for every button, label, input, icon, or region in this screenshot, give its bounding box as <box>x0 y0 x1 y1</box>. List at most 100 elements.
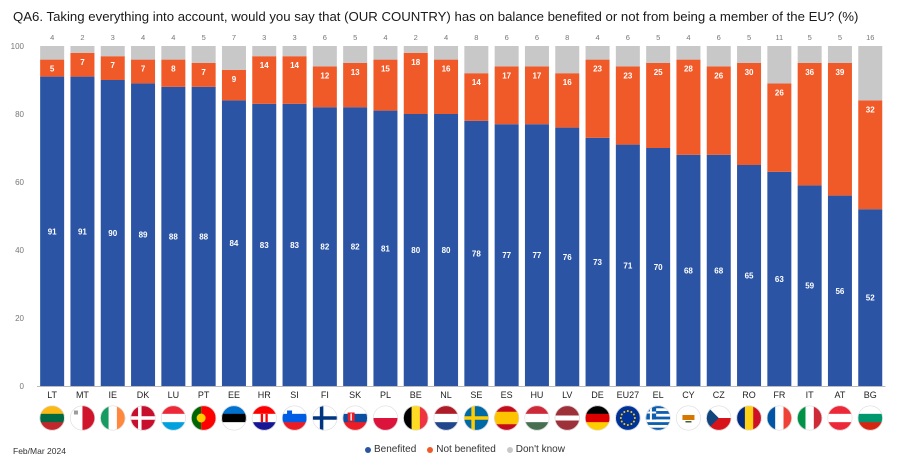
x-tick-label: MT <box>76 390 89 400</box>
dont-know-value-label: 4 <box>444 33 448 42</box>
dont-know-value-label: 6 <box>535 33 539 42</box>
benefited-segment <box>434 114 459 386</box>
dont-know-segment <box>131 46 156 60</box>
france-flag <box>766 405 792 431</box>
flag-border <box>69 405 95 431</box>
dont-know-segment <box>858 46 883 101</box>
not-benefited-segment <box>434 59 459 114</box>
benefited-segment <box>40 76 65 386</box>
flag-border <box>585 405 611 431</box>
benefited-segment <box>131 83 156 387</box>
dont-know-value-label: 5 <box>202 33 206 42</box>
not-benefited-value-label: 16 <box>563 78 572 87</box>
not-benefited-segment <box>676 59 701 155</box>
benefited-value-label: 91 <box>48 227 57 236</box>
netherlands-flag <box>433 405 459 431</box>
not-benefited-value-label: 9 <box>232 75 237 84</box>
dont-know-value-label: 5 <box>747 33 751 42</box>
dont-know-value-label: 4 <box>171 33 175 42</box>
benefited-value-label: 82 <box>320 243 329 252</box>
benefited-segment <box>737 165 762 386</box>
not-benefited-segment <box>221 69 246 101</box>
hungary-flag <box>524 405 550 431</box>
dont-know-segment <box>585 46 610 60</box>
flag-border <box>160 405 186 431</box>
dont-know-segment <box>100 46 125 57</box>
x-tick-label: AT <box>835 390 846 400</box>
romania-flag <box>736 405 762 431</box>
flag-border <box>706 405 732 431</box>
dont-know-value-label: 7 <box>232 33 236 42</box>
x-tick-label: EE <box>228 390 240 400</box>
benefited-segment <box>373 110 398 386</box>
not-benefited-value-label: 7 <box>80 58 85 67</box>
dont-know-segment <box>221 46 246 70</box>
flag-border <box>39 405 65 431</box>
not-benefited-value-label: 25 <box>654 68 663 77</box>
benefited-segment <box>676 154 701 386</box>
benefited-value-label: 77 <box>502 251 511 260</box>
austria-flag <box>827 405 853 431</box>
dont-know-value-label: 5 <box>838 33 842 42</box>
benefited-value-label: 88 <box>169 232 178 241</box>
eu-flag <box>615 405 641 431</box>
not-benefited-value-label: 14 <box>472 78 481 87</box>
benefited-segment <box>585 137 610 386</box>
dont-know-segment <box>827 46 852 63</box>
benefited-segment <box>191 86 216 387</box>
dont-know-segment <box>403 46 428 53</box>
y-tick-label: 60 <box>15 178 24 187</box>
benefited-value-label: 65 <box>745 272 754 281</box>
dont-know-value-label: 5 <box>808 33 812 42</box>
flag-border <box>615 405 641 431</box>
benefited-value-label: 83 <box>260 241 269 250</box>
benefited-value-label: 59 <box>805 282 814 291</box>
not-benefited-segment <box>827 63 852 196</box>
not-benefited-value-label: 13 <box>351 68 360 77</box>
dont-know-segment <box>676 46 701 60</box>
y-tick-label: 80 <box>15 110 24 119</box>
benefited-value-label: 81 <box>381 244 390 253</box>
lithuania-flag <box>39 405 65 431</box>
benefited-value-label: 84 <box>229 239 238 248</box>
flag-border <box>524 405 550 431</box>
benefited-value-label: 52 <box>866 294 875 303</box>
x-tick-label: RO <box>742 390 756 400</box>
ireland-flag <box>100 405 126 431</box>
benefited-value-label: 88 <box>199 232 208 241</box>
dont-know-value-label: 5 <box>656 33 660 42</box>
legend-item: Not benefited <box>427 444 496 455</box>
flag-border <box>857 405 883 431</box>
x-tick-label: EU27 <box>617 390 640 400</box>
not-benefited-value-label: 8 <box>171 65 176 74</box>
dont-know-segment <box>191 46 216 63</box>
benefited-value-label: 70 <box>654 263 663 272</box>
not-benefited-segment <box>797 63 822 186</box>
legend-swatch <box>427 446 434 453</box>
dont-know-segment <box>70 46 95 53</box>
x-tick-label: CY <box>682 390 695 400</box>
not-benefited-value-label: 16 <box>442 65 451 74</box>
dont-know-value-label: 4 <box>595 33 599 42</box>
not-benefited-segment <box>191 63 216 87</box>
y-tick-label: 100 <box>11 42 25 51</box>
portugal-flag <box>191 405 217 431</box>
benefited-value-label: 80 <box>442 246 451 255</box>
flag-border <box>100 405 126 431</box>
benefited-segment <box>827 195 852 386</box>
finland-flag <box>312 405 338 431</box>
dont-know-value-label: 3 <box>292 33 296 42</box>
benefited-segment <box>70 76 95 386</box>
x-tick-label: ES <box>501 390 513 400</box>
dont-know-value-label: 4 <box>50 33 54 42</box>
malta-flag <box>69 405 95 431</box>
x-tick-label: LV <box>562 390 572 400</box>
not-benefited-value-label: 17 <box>532 71 541 80</box>
legend-label: Benefited <box>374 444 417 455</box>
benefited-value-label: 77 <box>532 251 541 260</box>
not-benefited-segment <box>70 52 95 77</box>
benefited-value-label: 91 <box>78 227 87 236</box>
benefited-segment <box>312 107 337 386</box>
not-benefited-value-label: 32 <box>866 105 875 114</box>
bulgaria-flag <box>857 405 883 431</box>
